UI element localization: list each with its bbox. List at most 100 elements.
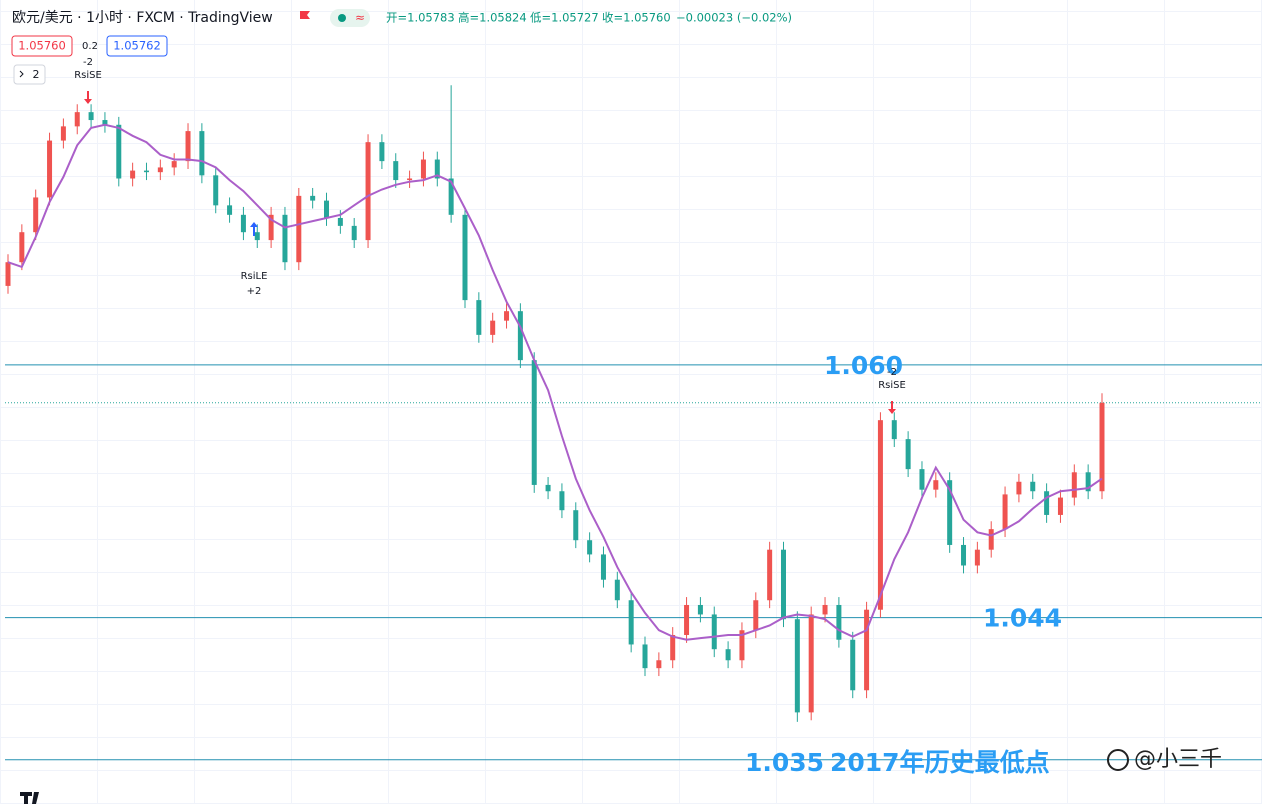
candle-body <box>47 140 53 198</box>
candle-body <box>1071 472 1077 498</box>
candle-body <box>74 112 80 127</box>
status-wave: ≈ <box>355 11 365 25</box>
sell-box[interactable] <box>11 35 73 57</box>
ohlc-value: −0.00023 (−0.02%) <box>676 11 792 25</box>
candle-body <box>850 639 856 691</box>
candle-body <box>559 491 565 511</box>
candle-body <box>600 554 606 580</box>
candle-body <box>1057 497 1063 515</box>
candle-body <box>961 544 967 566</box>
candle-body <box>213 175 219 206</box>
candle-body <box>157 167 163 173</box>
candle-body <box>1030 481 1036 492</box>
candle-body <box>227 205 233 215</box>
candle-body <box>448 178 454 215</box>
level-label: 1.060 <box>824 351 903 380</box>
candle-body <box>310 195 316 201</box>
candle-body <box>545 484 551 492</box>
candle-body <box>517 311 523 361</box>
tv-logo <box>20 792 39 804</box>
candle-body <box>240 214 246 233</box>
candle-body <box>864 609 870 691</box>
candle-body <box>268 214 274 241</box>
candle-body <box>379 142 385 162</box>
moving-average <box>7 123 1103 641</box>
candle-body <box>407 178 413 181</box>
signal-qty: +2 <box>247 286 262 297</box>
candle-body <box>476 300 482 335</box>
candle-body <box>1099 402 1105 492</box>
candle-body <box>365 142 371 241</box>
flag-icon <box>300 11 310 19</box>
candle-body <box>102 120 108 125</box>
candle-body <box>1044 491 1050 515</box>
candle-body <box>504 311 510 321</box>
candle-body <box>822 604 828 615</box>
candle-body <box>337 217 343 226</box>
candle-body <box>587 540 593 555</box>
ohlc-values: 开=1.05783 高=1.05824 低=1.05727 收=1.05760 −0.0… <box>386 11 792 25</box>
candle-body <box>628 600 634 645</box>
candle-body <box>185 131 191 162</box>
candle-body <box>794 619 800 713</box>
candle-body <box>739 630 745 661</box>
level-label: 1.035 <box>745 748 824 777</box>
candle-body <box>947 480 953 545</box>
candle-body <box>351 225 357 241</box>
ohlc-value: 高=1.05824 <box>458 11 527 25</box>
symbol-title: 欧元/美元 · 1小时 · FXCM · TradingView <box>12 10 273 26</box>
signal-qty: -2 <box>887 367 897 378</box>
candle-body <box>462 214 468 301</box>
indicator-count[interactable]: 2 <box>33 68 40 81</box>
candle-body <box>670 634 676 661</box>
candle-body <box>531 360 537 485</box>
candle-body <box>33 197 39 233</box>
signal-name: RsiSE <box>74 70 102 81</box>
buy-price[interactable]: 1.05762 <box>113 39 161 53</box>
chevron <box>19 70 24 78</box>
candle-body <box>490 320 496 335</box>
candle-body <box>420 159 426 179</box>
candle-body <box>808 614 814 713</box>
candle-body <box>656 660 662 669</box>
candle-body <box>434 159 440 179</box>
candle-body <box>905 439 911 470</box>
candle-body <box>1085 472 1091 492</box>
candle-body <box>282 214 288 263</box>
candle-body <box>254 232 260 241</box>
candle-body <box>711 614 717 650</box>
candle-body <box>919 469 925 490</box>
status-dot <box>338 14 346 22</box>
candle-body <box>324 200 330 218</box>
candle-body <box>974 549 980 566</box>
candle-body <box>933 480 939 490</box>
watermark: @小三千 <box>1134 747 1222 772</box>
indicator-toggle[interactable] <box>13 64 46 85</box>
candle-body <box>877 420 883 610</box>
signal-arrow <box>888 401 896 414</box>
signal-arrow <box>250 222 258 236</box>
buy-box[interactable] <box>106 35 168 57</box>
candle-body <box>988 529 994 550</box>
candle-body <box>753 600 759 631</box>
candle-body <box>891 420 897 440</box>
level-note: 2017年历史最低点 <box>830 748 1050 777</box>
candle-body <box>767 549 773 601</box>
level-label: 1.044 <box>983 604 1062 633</box>
candle-body <box>199 131 205 176</box>
sell-price[interactable]: 1.05760 <box>18 39 66 53</box>
candle-body <box>780 549 786 620</box>
signal-name: RsiSE <box>878 380 906 391</box>
ohlc-value: 收=1.05760 <box>602 11 671 25</box>
signal-qty: -2 <box>83 57 93 68</box>
candle-body <box>171 161 177 168</box>
candle-body <box>836 604 842 640</box>
candle-body <box>614 579 620 601</box>
candle-body <box>642 644 648 669</box>
candle-body <box>116 124 122 179</box>
candle-body <box>393 161 399 181</box>
candle-body <box>88 112 94 121</box>
spread: 0.2 <box>82 41 98 52</box>
candle-body <box>1016 481 1022 495</box>
